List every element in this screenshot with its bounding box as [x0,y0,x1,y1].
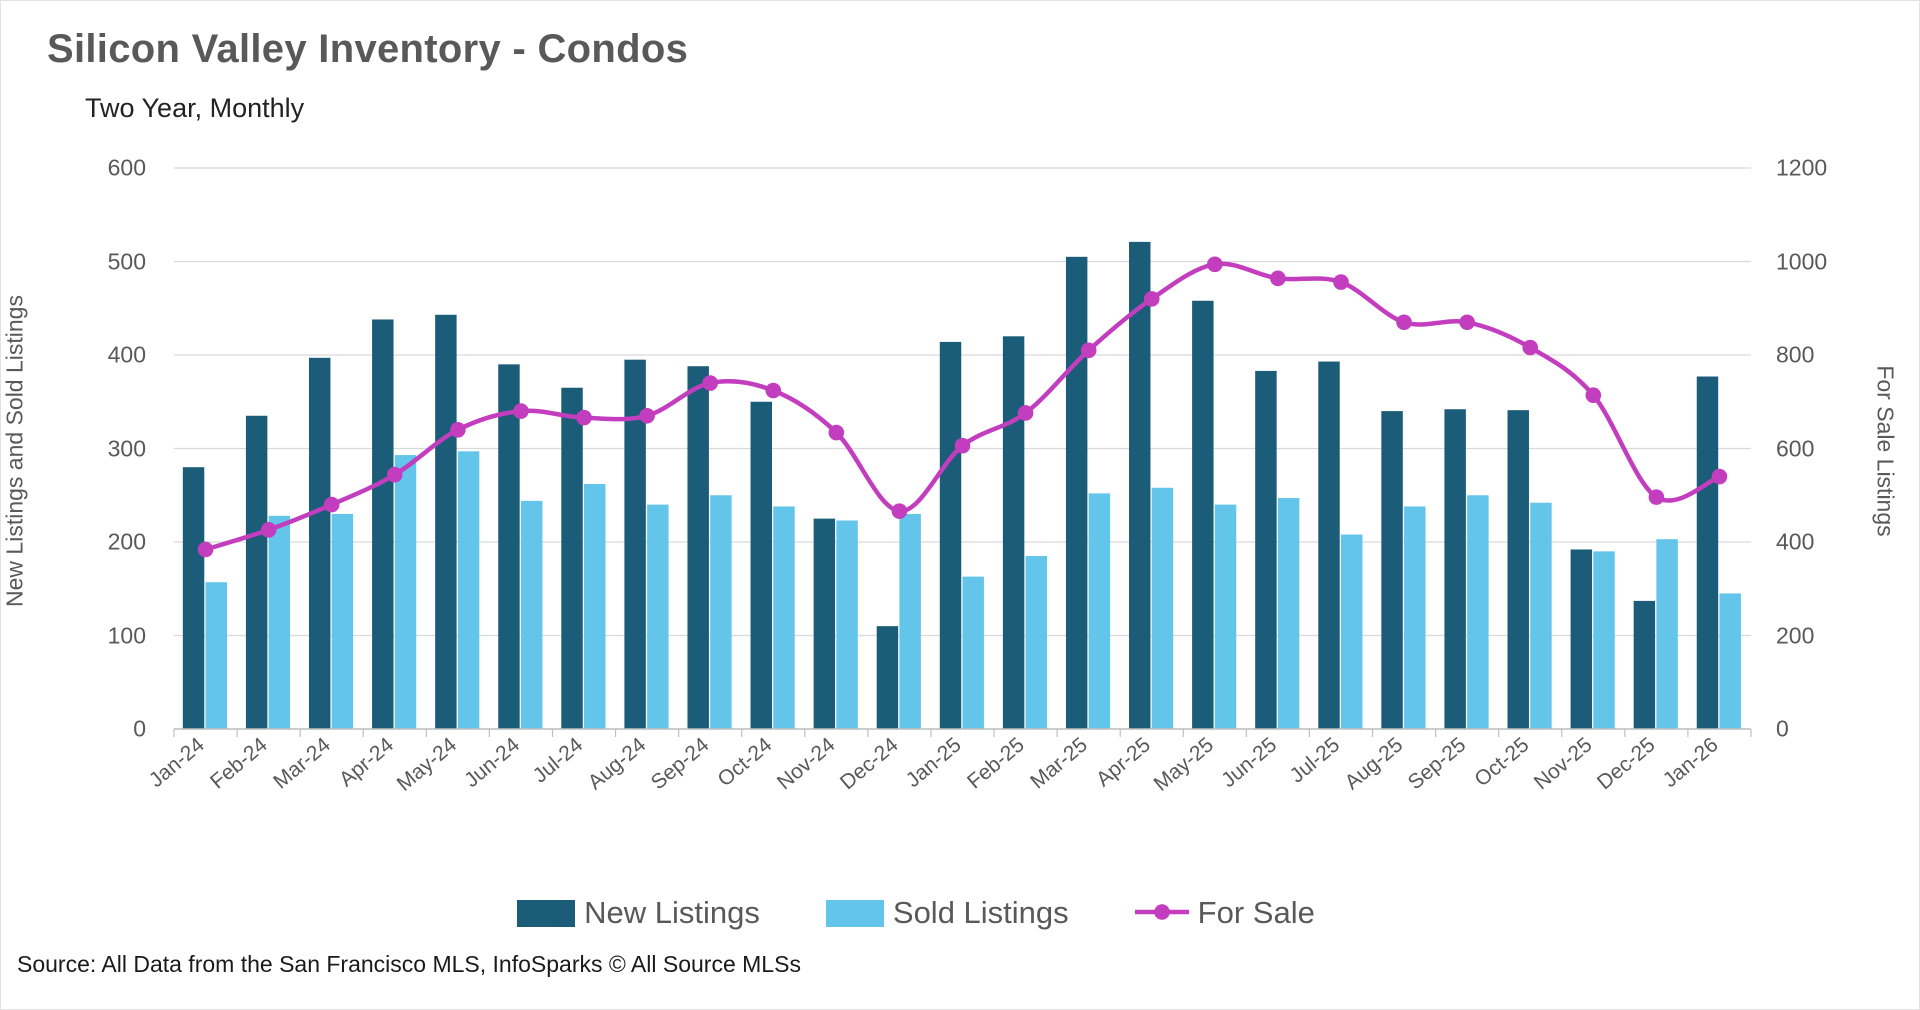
svg-text:Oct-24: Oct-24 [713,733,776,791]
svg-text:Oct-25: Oct-25 [1470,733,1533,791]
svg-text:Sep-24: Sep-24 [647,733,714,794]
svg-text:Jul-25: Jul-25 [1286,733,1345,787]
svg-text:Feb-25: Feb-25 [963,733,1029,793]
svg-text:Jan-25: Jan-25 [902,733,966,792]
svg-text:Mar-25: Mar-25 [1026,733,1092,793]
svg-text:May-24: May-24 [393,733,462,796]
svg-text:Jul-24: Jul-24 [529,733,588,788]
svg-text:Apr-24: Apr-24 [335,733,398,791]
svg-text:Dec-24: Dec-24 [836,733,903,794]
svg-text:Jun-25: Jun-25 [1217,733,1281,792]
svg-text:Mar-24: Mar-24 [269,733,335,794]
svg-text:Nov-24: Nov-24 [773,733,840,794]
svg-text:May-25: May-25 [1150,733,1218,796]
svg-text:Jan-26: Jan-26 [1659,733,1723,792]
svg-text:Jan-24: Jan-24 [145,733,209,792]
svg-text:Nov-25: Nov-25 [1530,733,1597,794]
svg-text:Aug-24: Aug-24 [584,733,651,794]
svg-text:Jun-24: Jun-24 [460,733,524,792]
svg-text:Dec-25: Dec-25 [1593,733,1660,794]
svg-text:Aug-25: Aug-25 [1341,733,1408,794]
svg-text:Feb-24: Feb-24 [206,733,272,794]
svg-text:Apr-25: Apr-25 [1092,733,1155,791]
svg-text:Sep-25: Sep-25 [1404,733,1471,794]
